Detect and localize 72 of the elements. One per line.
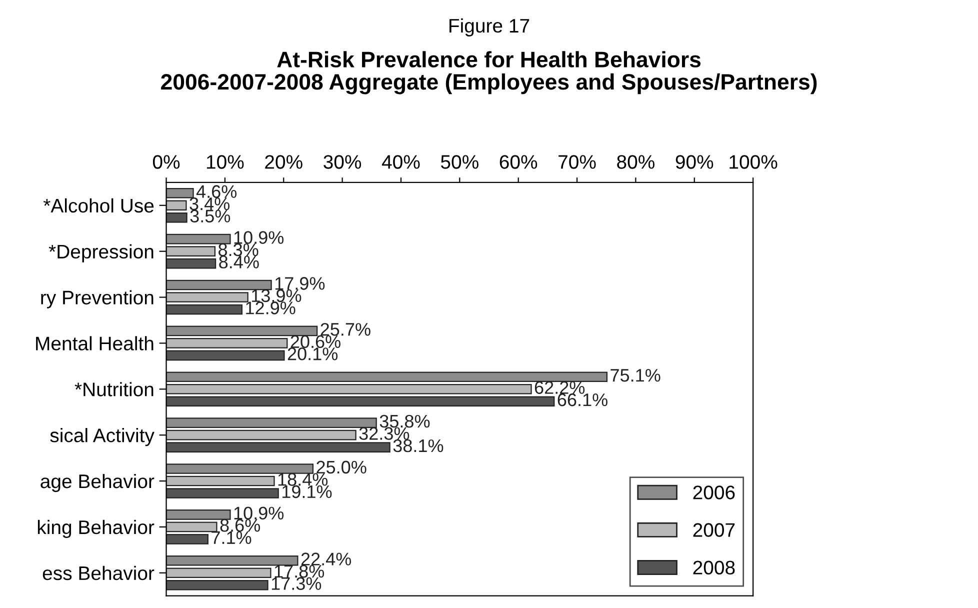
x-tick-label: 20%	[265, 155, 302, 169]
bar	[166, 510, 231, 520]
data-label: 12.9%	[246, 302, 296, 314]
data-label: 20.6%	[290, 335, 340, 348]
data-label: 10.9%	[234, 231, 284, 244]
bar	[166, 522, 218, 532]
data-label: 8.4%	[219, 256, 259, 268]
y-tick-label: age Behavior	[40, 474, 154, 492]
data-label: 66.1%	[558, 393, 608, 406]
y-tick-label: sical Activity	[50, 428, 154, 446]
data-label: 17.3%	[272, 577, 322, 590]
data-label: 18.4%	[278, 473, 328, 486]
bar	[166, 464, 314, 474]
y-tick-label: Mental Health	[36, 336, 154, 350]
bar	[166, 234, 231, 244]
legend-label: 2008	[693, 560, 735, 574]
data-label: 75.1%	[610, 369, 660, 382]
data-label: 19.1%	[282, 485, 332, 498]
bar	[166, 430, 356, 440]
data-label: 13.9%	[252, 289, 302, 302]
data-label: 17.8%	[274, 564, 324, 578]
bar	[166, 326, 318, 336]
x-tick-label: 100%	[730, 155, 778, 169]
data-label: 3.5%	[190, 210, 230, 222]
bar	[166, 280, 272, 290]
x-tick-label: 60%	[500, 155, 538, 169]
data-label: 10.9%	[234, 506, 284, 520]
y-tick-label: *Alcohol Use	[43, 198, 154, 213]
bar	[166, 304, 243, 315]
data-label: 8.3%	[218, 243, 258, 256]
x-tick-label: 0%	[152, 155, 180, 169]
bar	[166, 418, 377, 428]
bar	[166, 442, 390, 452]
y-tick-label: ess Behavior	[42, 566, 154, 580]
data-label: 20.1%	[288, 347, 338, 360]
bar	[166, 246, 216, 256]
data-label: 17.9%	[275, 277, 325, 290]
x-tick-label: 70%	[558, 155, 596, 169]
bar	[166, 488, 279, 498]
data-label: 4.6%	[196, 185, 237, 198]
y-tick-label: *Depression	[48, 244, 154, 262]
bar	[166, 580, 268, 590]
chart-title: At-Risk Prevalence for Health Behaviors 2006-2007-2008 Aggregate (Employees and Spouses/Partners)	[161, 51, 817, 94]
data-label: 25.0%	[316, 460, 366, 474]
data-label: 25.7%	[320, 322, 370, 336]
x-tick-label: 80%	[617, 155, 654, 169]
y-tick-label: ry Prevention	[41, 290, 154, 308]
legend-label: 2007	[693, 523, 735, 537]
data-label: 22.4%	[301, 552, 352, 566]
bar	[166, 258, 216, 269]
data-label: 38.1%	[393, 439, 444, 452]
bar	[166, 534, 208, 544]
bar	[166, 372, 608, 382]
data-label: 3.4%	[190, 197, 230, 210]
data-label: 8.6%	[220, 518, 260, 532]
bar	[166, 338, 288, 348]
data-label: 35.8%	[380, 414, 430, 428]
y-tick-label: king Behavior	[38, 520, 154, 538]
x-tick-label: 50%	[440, 155, 478, 169]
bar	[166, 350, 285, 361]
legend-label: 2006	[693, 486, 735, 500]
data-label: 32.3%	[359, 427, 410, 440]
x-tick-label: 90%	[676, 155, 714, 169]
data-label: 7.1%	[212, 531, 252, 544]
y-tick-label: *Nutrition	[74, 382, 154, 396]
bar	[166, 476, 275, 486]
bar	[166, 292, 248, 302]
caption: Figure 17	[450, 18, 530, 36]
x-tick-label: 40%	[382, 155, 420, 169]
x-tick-label: 10%	[206, 155, 244, 169]
bar	[166, 212, 188, 223]
x-tick-label: 30%	[324, 155, 362, 169]
